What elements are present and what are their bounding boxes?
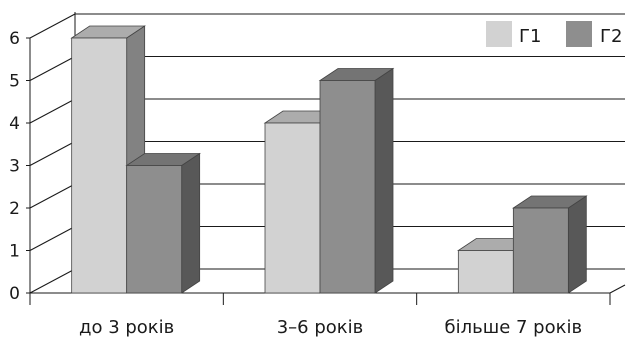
wall-gridline <box>29 141 76 166</box>
x-tick-label: до 3 років <box>79 317 174 338</box>
wall-gridline <box>29 226 76 251</box>
bar-layer <box>70 25 588 294</box>
floor-right-edge <box>609 284 626 294</box>
legend-label-g2: Г2 <box>600 26 622 47</box>
bar <box>512 195 588 294</box>
legend: Г1 Г2 <box>486 21 622 47</box>
y-tick-label: 5 <box>9 72 20 92</box>
bar-side <box>374 67 394 294</box>
y-tick-label: 1 <box>9 242 20 262</box>
bar-front <box>71 37 128 294</box>
bar <box>318 67 395 294</box>
bar-front <box>126 165 183 294</box>
bar-front <box>457 250 514 294</box>
y-tick-label: 3 <box>9 157 20 177</box>
legend-swatch-g1 <box>486 21 512 47</box>
wall-gridline <box>29 268 76 294</box>
wall-gridline <box>29 56 76 81</box>
legend-label-g1: Г1 <box>519 26 541 47</box>
wall-gridline <box>29 13 76 39</box>
y-tick-label: 4 <box>9 114 20 134</box>
wall-gridline <box>29 98 76 124</box>
y-tick-label: 2 <box>9 199 20 219</box>
x-tick-label: 3–6 років <box>277 317 364 338</box>
bar-front <box>264 122 321 294</box>
x-tick-label: більше 7 років <box>445 317 583 338</box>
wall-gridline <box>29 183 76 209</box>
y-tick-label: 6 <box>9 29 20 49</box>
bar-front <box>319 80 376 294</box>
bar-side <box>181 152 201 294</box>
legend-swatch-g2 <box>566 21 592 47</box>
bar <box>125 152 201 294</box>
y-tick-label: 0 <box>9 284 20 304</box>
bar-front <box>512 207 569 294</box>
bar-side <box>567 195 587 294</box>
